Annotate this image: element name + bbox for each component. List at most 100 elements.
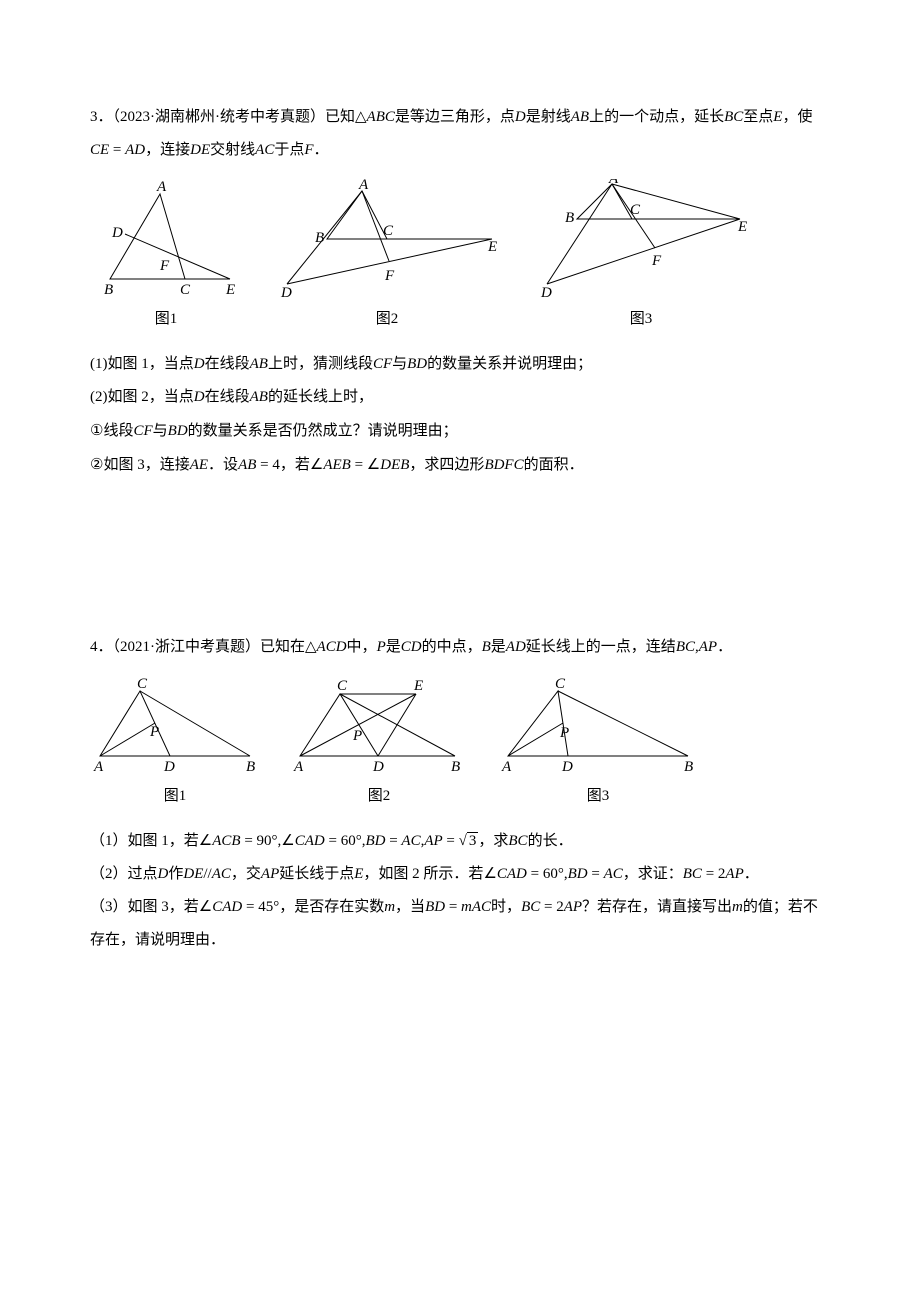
svg-text:C: C xyxy=(337,678,348,694)
svg-text:E: E xyxy=(413,678,423,694)
p4-bc: BC xyxy=(676,639,695,655)
spacer xyxy=(90,510,830,630)
p4-q3-eq2: = xyxy=(445,899,461,915)
p3-fig1-caption: 图1 xyxy=(155,303,178,336)
p4-q3-45: 45° xyxy=(258,899,279,915)
p4-tri: △ xyxy=(305,638,317,655)
p4-fig1-col: C P A D B 图1 xyxy=(90,676,260,813)
svg-text:D: D xyxy=(372,759,384,775)
p3-ac: AC xyxy=(255,142,274,158)
svg-text:A: A xyxy=(156,179,167,195)
p4-q2-period: ． xyxy=(744,866,759,882)
p4-num: 4 xyxy=(90,639,98,655)
p4-q1-a: （1）如图 1，若 xyxy=(90,833,199,849)
p3-q21-bd: BD xyxy=(168,423,188,439)
p4-q3-mtxt: m xyxy=(461,899,472,915)
svg-text:C: C xyxy=(555,676,566,692)
p4-q2-etxt: ，如图 2 所示．若 xyxy=(363,866,483,882)
p4-q1-ap: AP xyxy=(424,833,442,849)
svg-text:B: B xyxy=(565,210,574,226)
p3-q2h-c: 的延长线上时， xyxy=(268,389,373,405)
p4-b: 是 xyxy=(386,639,401,655)
p4-q2-eq2: = xyxy=(588,866,604,882)
p4-ap: AP xyxy=(699,639,717,655)
p4-q1-90: 90° xyxy=(257,833,278,849)
p3-bc: BC xyxy=(724,109,743,125)
svg-text:P: P xyxy=(559,725,569,741)
p3-q22-four: 4 xyxy=(272,457,280,473)
p3-figures: A D F B C E 图1 A B C D F E xyxy=(90,179,830,336)
p4-p: P xyxy=(377,639,386,655)
p3-t7: 于点 xyxy=(274,142,304,158)
svg-text:B: B xyxy=(104,282,113,298)
p4-q2-ac2: AC xyxy=(604,866,623,882)
p3-q21-b: 与 xyxy=(153,423,168,439)
p4-fig3-caption: 图3 xyxy=(587,780,610,813)
svg-text:F: F xyxy=(651,253,662,269)
p3-q22-d: ，求四边形 xyxy=(409,457,484,473)
svg-text:B: B xyxy=(684,759,693,775)
p4-q2-60: 60° xyxy=(543,866,564,882)
p3-q2h-d: D xyxy=(194,389,205,405)
p4-period: ． xyxy=(717,639,732,655)
p3-ab: AB xyxy=(571,109,589,125)
svg-text:P: P xyxy=(149,724,159,740)
p3-q22-c: ，若 xyxy=(280,457,310,473)
p4-q2-cad: CAD xyxy=(497,866,527,882)
p4-q2-b: 作 xyxy=(168,866,183,882)
p4-q3-cad: CAD xyxy=(212,899,242,915)
svg-text:P: P xyxy=(352,728,362,744)
problem-4: 4．（2021·浙江中考真题）已知在△ACD中，P是CD的中点，B是AD延长线上… xyxy=(90,630,830,957)
p4-q1-bc: BC xyxy=(508,833,527,849)
p4-q2-bd: BD xyxy=(568,866,588,882)
p4-fig2-col: C E P A D B 图2 xyxy=(290,676,468,813)
p3-q22-a: 如图 3，连接 xyxy=(103,457,189,473)
svg-text:D: D xyxy=(111,225,123,241)
p4-e: 延长线上的一点，连结 xyxy=(526,639,676,655)
p3-q21-a: 线段 xyxy=(103,423,133,439)
p3-line1: 3．（2023·湖南郴州·统考中考真题）已知△ABC是等边三角形，点D是射线AB… xyxy=(90,100,830,167)
p4-q1-acb: ACB xyxy=(212,833,240,849)
p4-q3-b: ，是否存在实数 xyxy=(279,899,384,915)
p3-t3: 至点 xyxy=(743,109,773,125)
p4-q3-two: 2 xyxy=(556,899,564,915)
p3-q22-ang2: ∠ xyxy=(367,457,380,473)
p3-fig3-caption: 图3 xyxy=(630,303,653,336)
p3-q21-c: 的数量关系是否仍然成立？请说明理由； xyxy=(188,423,458,439)
p3-num: 3 xyxy=(90,109,98,125)
p4-q1-radicand: 3 xyxy=(467,832,479,849)
p4-fig1-svg: C P A D B xyxy=(90,676,260,776)
p3-t4: ，使 xyxy=(782,109,812,125)
p3-q2-2: ②如图 3，连接AE．设AB = 4，若∠AEB = ∠DEB，求四边形BDFC… xyxy=(90,448,830,482)
p4-q2-ac: AC xyxy=(212,866,231,882)
p4-bl: B xyxy=(482,639,491,655)
p3-q1-c: 上时，猜测线段 xyxy=(268,356,373,372)
svg-text:C: C xyxy=(180,282,191,298)
p3-q1-bd: BD xyxy=(407,356,427,372)
p4-fig1-caption: 图1 xyxy=(164,780,187,813)
p4-src: ．（2021·浙江中考真题）已知在 xyxy=(98,639,306,655)
p4-q1: （1）如图 1，若∠ACB = 90°,∠CAD = 60°,BD = AC,A… xyxy=(90,825,830,858)
svg-text:D: D xyxy=(163,759,175,775)
p4-q2-eq1: = xyxy=(527,866,543,882)
p3-q22-circ: ② xyxy=(90,456,103,473)
p3-q1-b: 在线段 xyxy=(205,356,250,372)
p4-q2-ap: AP xyxy=(261,866,279,882)
svg-text:E: E xyxy=(225,282,235,298)
p3-q22-eq2: = xyxy=(351,457,367,473)
p3-q2h-a: (2)如图 2，当点 xyxy=(90,389,194,405)
p4-q3-bc: BC xyxy=(521,899,540,915)
p4-d: 是 xyxy=(491,639,506,655)
p3-q22-ab: AB xyxy=(238,457,256,473)
p4-acd: ACD xyxy=(317,639,347,655)
p4-fig3-col: C P A D B 图3 xyxy=(498,676,698,813)
p4-q2-a: （2）过点 xyxy=(90,866,158,882)
p3-t6: 交射线 xyxy=(210,142,255,158)
p3-fig1-col: A D F B C E 图1 xyxy=(90,179,242,336)
svg-text:A: A xyxy=(293,759,304,775)
p3-q22-e: 的面积． xyxy=(524,457,584,473)
p3-f: F xyxy=(304,142,313,158)
svg-text:B: B xyxy=(246,759,255,775)
svg-text:C: C xyxy=(630,202,641,218)
p3-t0: 是等边三角形，点 xyxy=(395,109,515,125)
